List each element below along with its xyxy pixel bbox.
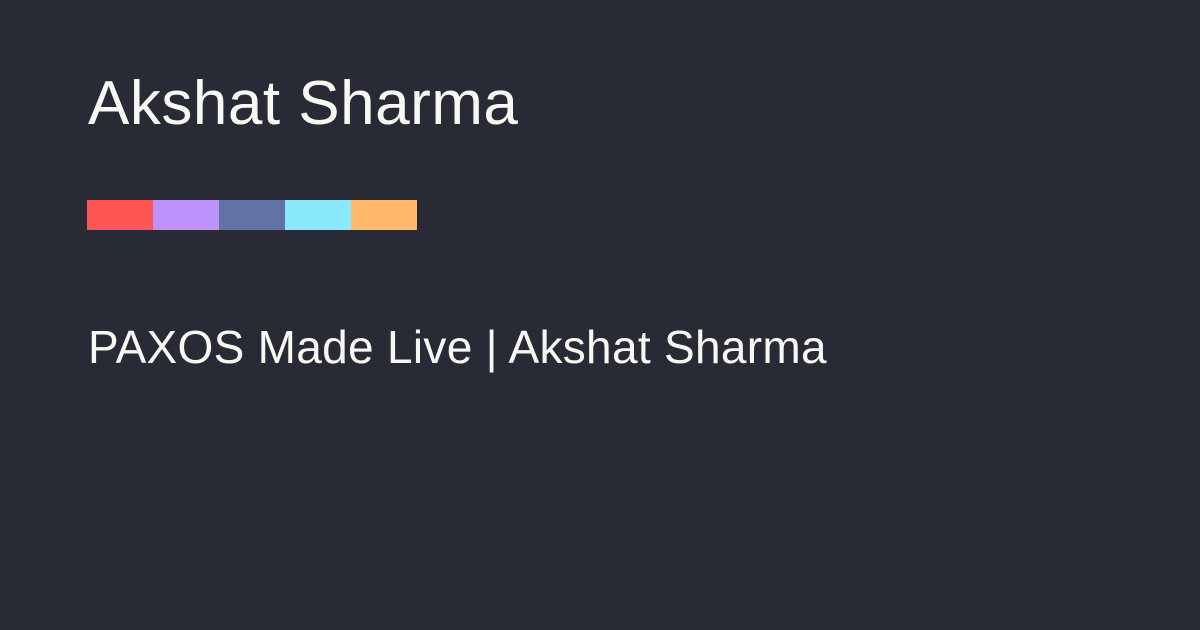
page-heading: PAXOS Made Live | Akshat Sharma [88,321,827,373]
palette-swatch-slate-blue [219,200,285,230]
palette-swatch-red [87,200,153,230]
palette-swatch-orange [351,200,417,230]
site-title: Akshat Sharma [88,69,519,138]
color-palette-bar [87,200,417,230]
palette-swatch-cyan [285,200,351,230]
palette-swatch-purple [153,200,219,230]
